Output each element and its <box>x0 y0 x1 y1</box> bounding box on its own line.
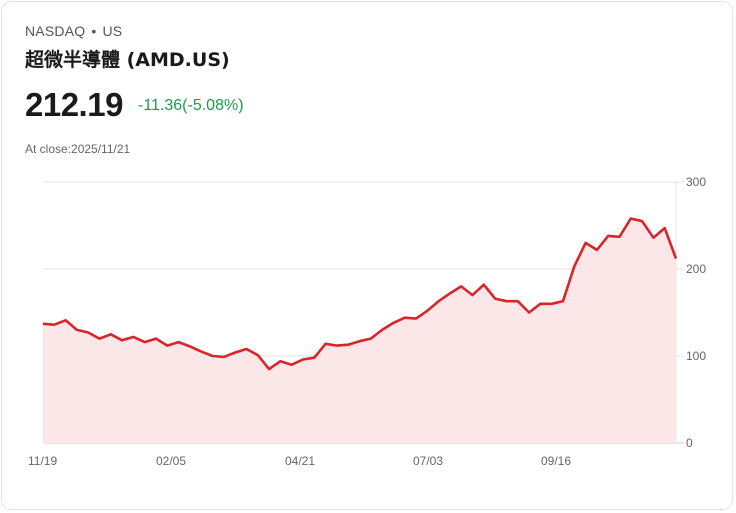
price-area-fill <box>43 218 676 443</box>
exchange-name: NASDAQ <box>25 23 86 39</box>
price-change: -11.36(-5.08%) <box>138 97 244 114</box>
x-tick-label: 11/19 <box>28 454 57 468</box>
stock-title: 超微半導體 (AMD.US) <box>25 49 230 71</box>
y-tick-label: 300 <box>686 175 706 189</box>
x-axis-labels: 11/19 02/05 04/21 07/03 09/16 <box>28 454 571 468</box>
separator-dot: • <box>91 23 97 39</box>
x-tick-label: 09/16 <box>541 454 571 468</box>
x-tick-label: 02/05 <box>156 454 186 468</box>
close-timestamp: At close:2025/11/21 <box>25 142 131 156</box>
x-tick-label: 04/21 <box>285 454 315 468</box>
last-price: 212.19 <box>25 86 123 123</box>
y-axis-labels: 0 100 200 300 <box>686 175 706 450</box>
price-line <box>42 217 678 371</box>
exchange-line: NASDAQ • US <box>25 23 122 39</box>
x-tick-label: 07/03 <box>413 454 443 468</box>
y-tick-label: 100 <box>686 349 706 363</box>
y-tick-label: 200 <box>686 262 706 276</box>
market-name: US <box>102 23 123 39</box>
y-tick-label: 0 <box>686 436 693 450</box>
